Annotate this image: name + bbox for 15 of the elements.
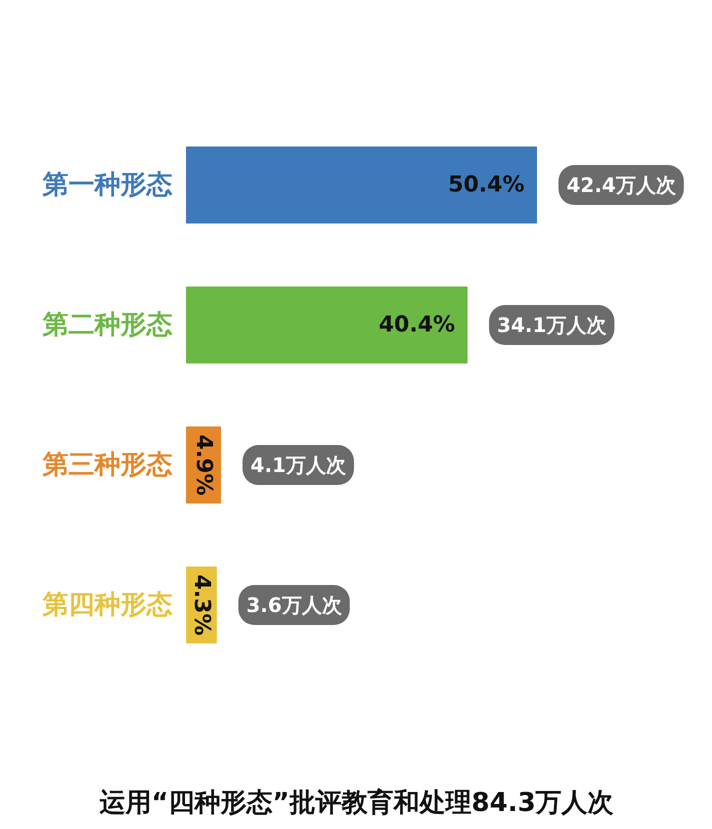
bar (186, 286, 468, 364)
data-label: 4.9% (191, 434, 216, 496)
y-tick-label: 第二种形态 (42, 310, 172, 340)
annotation: 4.1万人次 (250, 453, 347, 477)
y-tick-label: 第四种形态 (42, 590, 172, 620)
annotation: 34.1万人次 (497, 313, 608, 337)
data-label: 4.3% (188, 574, 214, 636)
bar (186, 146, 537, 224)
data-label: 50.4% (448, 172, 525, 198)
annotation: 42.4万人次 (566, 173, 677, 197)
data-label: 40.4% (378, 312, 456, 338)
y-tick-label: 第一种形态 (42, 170, 172, 200)
y-tick-label: 第三种形态 (42, 450, 172, 480)
text: 运用“四种形态”批评教育和处理84.3万人次 (98, 787, 615, 818)
annotation: 3.6万人次 (246, 593, 343, 617)
